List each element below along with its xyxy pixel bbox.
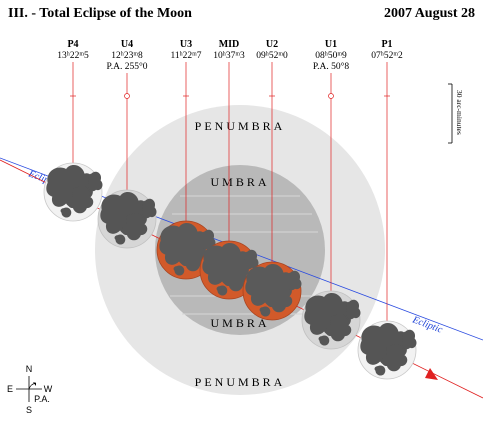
contact-u1-pa: P.A. 50°8 [313,61,350,72]
ecliptic-label-right: Ecliptic [410,314,444,336]
moon-path-arrow [425,368,438,380]
moon-p4 [43,162,103,222]
diagram-date: 2007 August 28 [384,6,475,21]
contact-mid-label: MID [219,39,240,50]
contact-u4-pa: P.A. 255°0 [106,61,147,72]
contact-u2: U2 09ʰ52ᵐ0 [256,39,288,290]
contact-u4-time: 12ʰ23ᵐ8 [111,51,143,61]
contact-p1-label: P1 [381,39,392,50]
contact-u1-time: 08ʰ50ᵐ9 [315,51,347,61]
contact-p4-label: P4 [67,39,78,50]
diagram-title: III. - Total Eclipse of the Moon [8,6,192,21]
contact-u2-time: 09ʰ52ᵐ0 [256,51,288,61]
compass-w: W [44,384,53,394]
contact-u3-label: U3 [180,39,192,50]
scale-bar-label: 30 arc-minutes [455,90,464,135]
umbra-label-top: UMBRA [210,175,269,189]
contact-mid-time: 10ʰ37ᵐ3 [213,51,245,61]
penumbra-label-top: PENUMBRA [195,119,286,133]
contact-u3: U3 11ʰ22ᵐ7 [170,39,202,250]
contact-labels: P4 13ʰ22ᵐ5 U4 12ʰ23ᵐ8 P.A. 255°0 U3 11ʰ2… [57,39,403,345]
contact-mid: MID 10ʰ37ᵐ3 [213,39,245,268]
compass-e: E [7,384,13,394]
contact-p1: P1 07ʰ52ᵐ2 [371,39,403,345]
contact-u1: U1 08ʰ50ᵐ9 P.A. 50°8 [313,39,350,318]
compass-rose: N S E W P.A. [7,364,53,415]
contact-p4-time: 13ʰ22ᵐ5 [57,51,89,61]
contact-p1-time: 07ʰ52ᵐ2 [371,51,403,61]
moon-p1 [357,320,417,380]
moon-u2 [242,261,302,321]
penumbra-label-bottom: PENUMBRA [195,375,286,389]
contact-u1-label: U1 [325,39,337,50]
contact-u2-label: U2 [266,39,278,50]
compass-n: N [26,364,33,374]
contact-u4-label: U4 [121,39,133,50]
compass-s: S [26,405,32,415]
scale-bar: 30 arc-minutes [448,83,464,144]
compass-pa: P.A. [34,394,50,404]
contact-u3-time: 11ʰ22ᵐ7 [170,51,201,61]
moon-u1 [301,290,361,350]
moon-u4 [97,189,157,249]
umbra-label-bottom: UMBRA [210,316,269,330]
